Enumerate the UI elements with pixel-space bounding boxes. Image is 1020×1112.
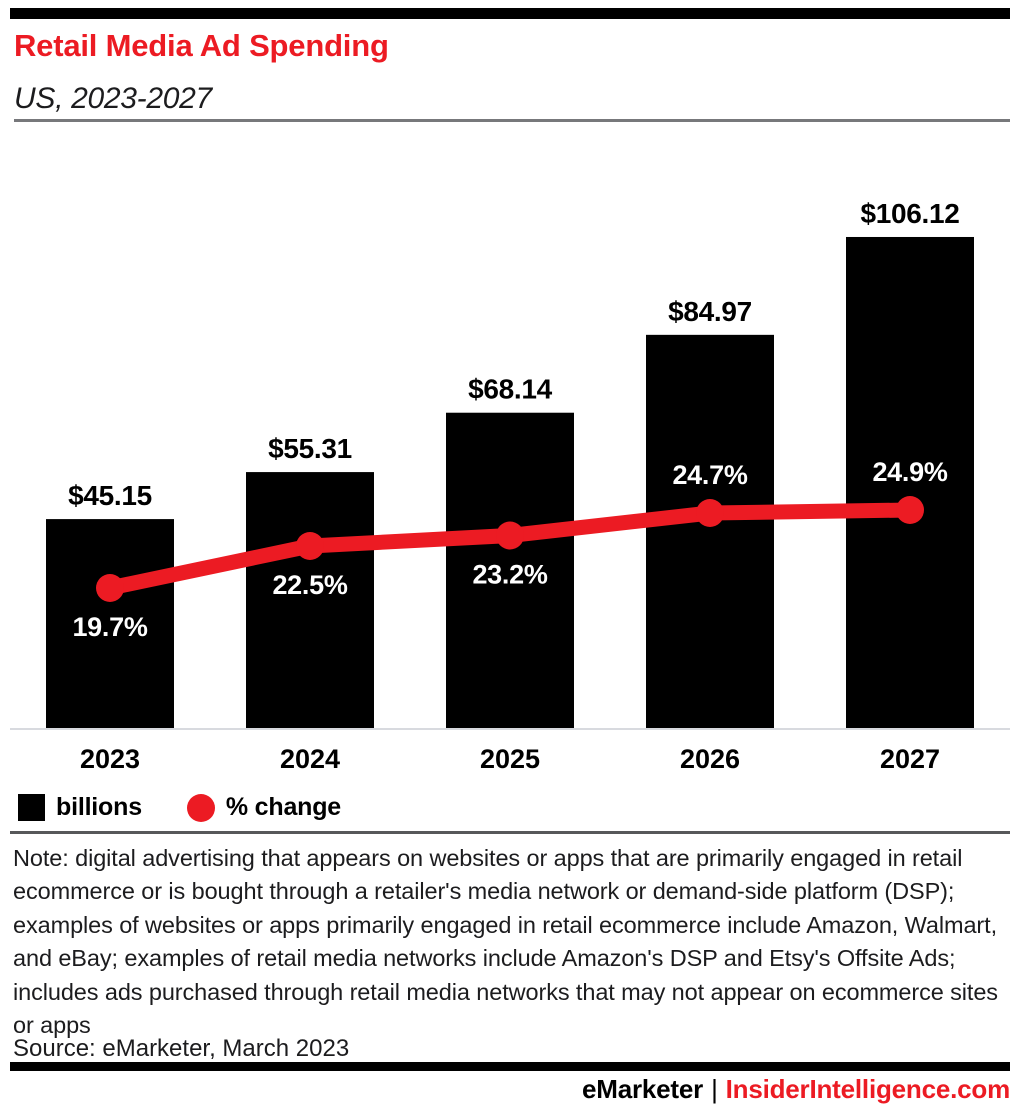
legend-item-billions: billions [18,793,142,822]
bar-2024 [246,472,374,728]
footer-credit: eMarketer | InsiderIntelligence.com [582,1074,1010,1105]
bar-2027 [846,236,974,728]
bar-value-label: $45.15 [68,480,152,511]
chart-source: Source: eMarketer, March 2023 [13,1035,350,1062]
x-axis-label-2025: 2025 [480,744,540,774]
bar-value-label: $68.14 [468,374,553,405]
line-series-swatch-icon [186,793,215,822]
legend-label-billions: billions [56,793,142,821]
chart-title: Retail Media Ad Spending [14,28,389,63]
footer-accent-bar [10,1062,1010,1071]
line-marker-2023 [96,574,124,602]
chart-subtitle: US, 2023-2027 [14,82,212,115]
pct-change-label: 22.5% [272,570,347,600]
header-divider [14,119,1010,122]
pct-change-label: 24.9% [872,457,947,487]
x-axis-label-2027: 2027 [880,744,940,774]
line-marker-2024 [296,532,324,560]
x-axis-label-2026: 2026 [680,744,740,774]
legend-divider [10,831,1010,834]
bar-2023 [46,519,174,728]
line-marker-2026 [696,499,724,527]
footer-separator: | [711,1074,718,1104]
bar-2026 [646,334,774,728]
bar-2025 [446,412,574,728]
footer-brand: eMarketer [582,1074,704,1104]
chart-legend: billions % change [18,793,341,822]
bar-value-label: $55.31 [268,433,352,464]
bar-value-label: $84.97 [668,296,752,327]
bar-series-swatch-icon [18,794,45,821]
pct-change-label: 24.7% [672,460,747,490]
top-accent-bar [10,8,1010,19]
bar-value-label: $106.12 [860,198,959,229]
combo-bar-line-chart: $45.15 $55.31 $68.14 $84.97 $106.12 2023 2024 2… [10,198,1010,774]
chart-note: Note: digital advertising that appears o… [13,845,998,1039]
line-marker-2025 [496,521,524,550]
pct-change-label: 23.2% [472,560,547,590]
x-axis-label-2023: 2023 [80,744,140,774]
legend-item-pct-change: % change [142,793,341,822]
legend-label-pct-change: % change [225,793,342,821]
x-axis-label-2024: 2024 [280,744,340,774]
pct-change-label: 19.7% [72,612,147,642]
line-marker-2027 [896,496,924,524]
footer-site-link[interactable]: InsiderIntelligence.com [725,1074,1011,1104]
